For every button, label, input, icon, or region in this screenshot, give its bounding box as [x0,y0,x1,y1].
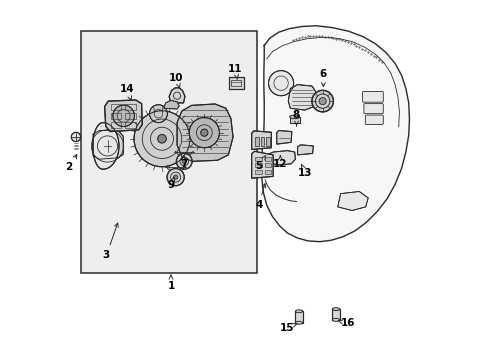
Text: 13: 13 [298,165,312,178]
Polygon shape [169,88,184,103]
Bar [230,80,241,86]
Bar [260,137,264,146]
Circle shape [113,105,134,127]
Ellipse shape [332,319,339,321]
Circle shape [319,98,325,105]
Circle shape [167,168,184,186]
Polygon shape [337,192,367,211]
Bar [228,77,244,89]
Bar [255,137,258,146]
Polygon shape [163,100,179,109]
Ellipse shape [289,115,299,119]
Polygon shape [295,311,302,323]
Circle shape [149,105,167,123]
Bar [110,113,121,119]
Bar [81,31,257,273]
Polygon shape [251,131,271,149]
Text: 12: 12 [273,156,287,169]
Polygon shape [177,104,233,161]
Text: 6: 6 [319,69,326,86]
Circle shape [71,132,81,141]
Text: 16: 16 [338,319,355,328]
Polygon shape [265,150,295,165]
Circle shape [176,153,192,169]
Text: 9: 9 [167,177,174,190]
Text: 14: 14 [120,84,134,100]
Circle shape [134,111,190,167]
Polygon shape [276,131,291,144]
Text: 1: 1 [167,275,174,291]
Circle shape [182,159,186,163]
Text: 8: 8 [292,111,300,126]
Circle shape [311,90,333,112]
Circle shape [268,71,293,96]
Bar [264,157,270,161]
Bar [289,117,299,123]
Text: 4: 4 [255,184,265,210]
Bar [110,122,121,128]
Bar [125,113,136,119]
FancyBboxPatch shape [365,115,383,125]
Circle shape [189,118,219,148]
Polygon shape [93,131,123,159]
Polygon shape [104,100,142,132]
Text: 3: 3 [102,223,118,260]
Bar [255,157,261,161]
Bar [125,122,136,128]
Bar [255,170,261,174]
Bar [125,104,136,110]
Text: 7: 7 [180,156,187,169]
Polygon shape [332,309,339,320]
Text: 11: 11 [228,64,242,79]
FancyBboxPatch shape [362,91,383,102]
Bar [265,137,269,146]
Ellipse shape [332,308,339,311]
Ellipse shape [295,321,302,324]
Bar [264,163,270,167]
Text: 5: 5 [255,156,265,171]
FancyBboxPatch shape [363,104,383,114]
Bar [289,117,299,123]
Ellipse shape [295,310,302,313]
Text: 10: 10 [169,73,183,88]
Circle shape [173,175,178,179]
Circle shape [201,129,207,136]
Text: 2: 2 [65,154,77,172]
Bar [228,77,244,89]
Polygon shape [261,26,408,242]
Polygon shape [287,85,315,110]
Polygon shape [93,123,119,169]
Circle shape [158,134,166,143]
Bar [110,104,121,110]
Polygon shape [297,145,313,155]
Text: 15: 15 [279,323,296,333]
Bar [255,163,261,167]
Bar [264,170,270,174]
Polygon shape [251,151,273,178]
